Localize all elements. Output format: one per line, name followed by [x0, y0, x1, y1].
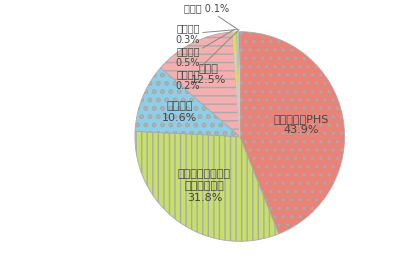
Wedge shape	[240, 32, 345, 234]
Text: 国内電話
10.6%: 国内電話 10.6%	[162, 102, 197, 123]
Wedge shape	[135, 131, 279, 241]
Text: 国際電話
0.2%: 国際電話 0.2%	[175, 29, 239, 91]
Wedge shape	[135, 68, 240, 136]
Text: 携帯電話・PHS
43.9%: 携帯電話・PHS 43.9%	[274, 114, 329, 135]
Text: インターネット・
パソコン通信
31.8%: インターネット・ パソコン通信 31.8%	[178, 170, 231, 203]
Text: 公衆電話
0.3%: 公衆電話 0.3%	[176, 23, 237, 44]
Wedge shape	[233, 32, 240, 136]
Wedge shape	[239, 32, 240, 136]
Wedge shape	[238, 32, 240, 136]
Wedge shape	[161, 32, 240, 136]
Text: 電話帳 0.1%: 電話帳 0.1%	[184, 4, 238, 29]
Wedge shape	[236, 32, 240, 136]
Text: その他
12.5%: その他 12.5%	[191, 64, 226, 85]
Text: 番号案内
0.5%: 番号案内 0.5%	[175, 30, 234, 68]
